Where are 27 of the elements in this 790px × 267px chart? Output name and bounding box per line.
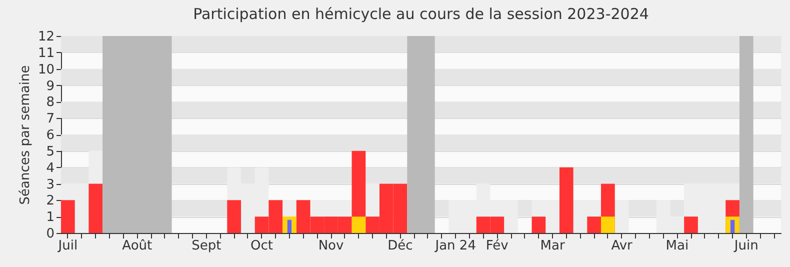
y-tick-label: 4 [46,160,54,176]
x-tick-label: Mar [540,238,566,254]
y-tick-label: 5 [46,144,54,160]
y-tick-label: 8 [46,95,54,110]
x-tick-label: Jan 24 [434,238,476,254]
x-tick-label: Nov [318,238,344,254]
y-tick-label: 7 [46,112,54,127]
x-tick-label: Juil [57,238,78,254]
y-tick-label: 9 [46,78,54,94]
x-tick-label: Juin [733,238,758,254]
y-tick-label: 2 [46,194,54,209]
x-tick-label: Déc [388,238,413,254]
y-axis-title: Séances par semaine [18,65,33,205]
y-tick-label: 10 [38,62,54,78]
x-tick-label: Août [122,238,152,254]
x-tick-label: Oct [250,238,274,254]
y-tick-label: 6 [46,128,54,143]
x-tick-label: Mai [666,238,689,254]
chart-title: Participation en hémicycle au cours de la session 2023-2024 [193,5,649,23]
y-tick-label: 1 [46,210,54,226]
y-tick-label: 12 [38,30,54,44]
x-tick-label: Fév [486,238,509,254]
x-tick-label: Avr [611,238,634,254]
y-tick-label: 0 [46,226,54,242]
y-tick-label: 3 [46,177,54,192]
x-tick-label: Sept [192,238,222,254]
y-tick-label: 11 [38,46,54,61]
